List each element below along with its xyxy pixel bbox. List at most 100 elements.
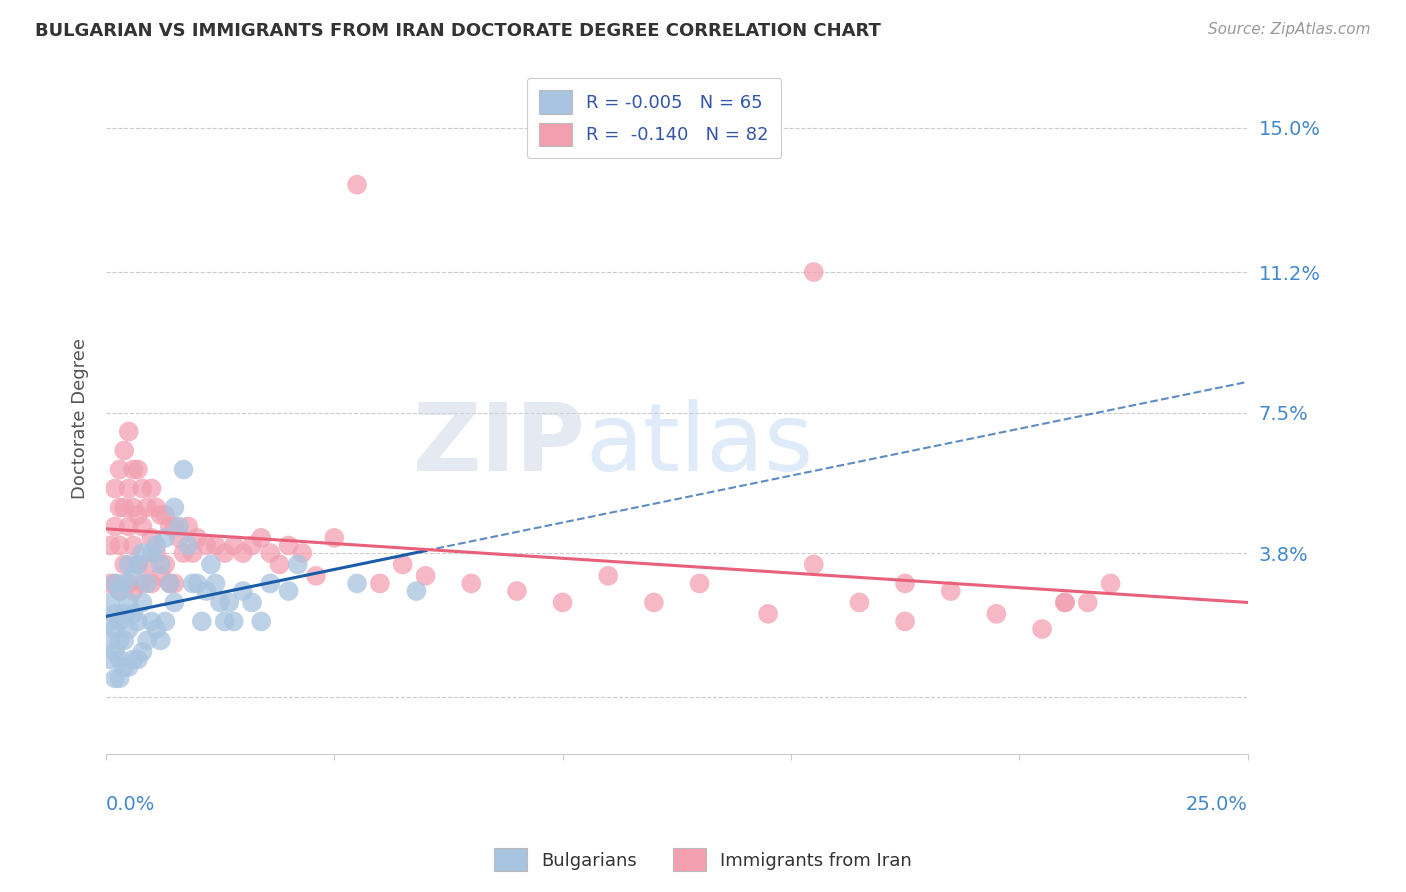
Point	[141, 546, 163, 560]
Point	[131, 645, 153, 659]
Point	[118, 595, 141, 609]
Point	[141, 482, 163, 496]
Point	[145, 539, 167, 553]
Text: 25.0%: 25.0%	[1185, 795, 1247, 814]
Point	[894, 576, 917, 591]
Point	[108, 500, 131, 515]
Point	[112, 576, 135, 591]
Point	[112, 660, 135, 674]
Point	[1053, 595, 1076, 609]
Point	[100, 633, 122, 648]
Text: 0.0%: 0.0%	[105, 795, 155, 814]
Point	[195, 539, 218, 553]
Point	[100, 595, 122, 609]
Point	[756, 607, 779, 621]
Point	[145, 622, 167, 636]
Point	[127, 615, 149, 629]
Point	[131, 519, 153, 533]
Point	[112, 443, 135, 458]
Point	[1053, 595, 1076, 609]
Point	[155, 615, 177, 629]
Point	[1031, 622, 1053, 636]
Point	[250, 615, 273, 629]
Point	[291, 546, 314, 560]
Point	[136, 558, 159, 572]
Point	[112, 633, 135, 648]
Point	[986, 607, 1008, 621]
Point	[222, 615, 245, 629]
Point	[277, 539, 299, 553]
Point	[305, 569, 328, 583]
Point	[195, 584, 218, 599]
Y-axis label: Doctorate Degree: Doctorate Degree	[72, 338, 89, 499]
Point	[141, 615, 163, 629]
Point	[506, 584, 529, 599]
Point	[269, 558, 291, 572]
Text: ZIP: ZIP	[412, 399, 585, 491]
Point	[191, 615, 214, 629]
Point	[108, 539, 131, 553]
Point	[131, 576, 153, 591]
Point	[167, 531, 190, 545]
Point	[118, 576, 141, 591]
Point	[149, 508, 172, 522]
Point	[200, 558, 222, 572]
Point	[108, 633, 131, 648]
Point	[415, 569, 437, 583]
Legend: R = -0.005   N = 65, R =  -0.140   N = 82: R = -0.005 N = 65, R = -0.140 N = 82	[527, 78, 782, 159]
Point	[250, 531, 273, 545]
Point	[149, 633, 172, 648]
Point	[112, 607, 135, 621]
Point	[214, 615, 236, 629]
Point	[104, 576, 127, 591]
Point	[222, 539, 245, 553]
Legend: Bulgarians, Immigrants from Iran: Bulgarians, Immigrants from Iran	[486, 841, 920, 879]
Point	[460, 576, 482, 591]
Point	[122, 652, 145, 666]
Point	[145, 546, 167, 560]
Point	[104, 519, 127, 533]
Point	[368, 576, 391, 591]
Text: Source: ZipAtlas.com: Source: ZipAtlas.com	[1208, 22, 1371, 37]
Point	[803, 265, 825, 279]
Point	[259, 576, 281, 591]
Point	[108, 584, 131, 599]
Point	[118, 519, 141, 533]
Point	[186, 576, 208, 591]
Point	[163, 595, 186, 609]
Point	[136, 633, 159, 648]
Point	[159, 576, 181, 591]
Point	[118, 425, 141, 439]
Point	[112, 558, 135, 572]
Point	[240, 539, 263, 553]
Point	[894, 615, 917, 629]
Point	[204, 576, 226, 591]
Point	[1077, 595, 1099, 609]
Point	[186, 531, 208, 545]
Point	[173, 462, 195, 476]
Point	[214, 546, 236, 560]
Point	[149, 558, 172, 572]
Point	[163, 500, 186, 515]
Point	[232, 546, 254, 560]
Point	[232, 584, 254, 599]
Point	[104, 622, 127, 636]
Point	[118, 660, 141, 674]
Point	[100, 615, 122, 629]
Point	[136, 576, 159, 591]
Point	[177, 519, 200, 533]
Point	[108, 672, 131, 686]
Point	[118, 558, 141, 572]
Point	[346, 576, 368, 591]
Point	[108, 584, 131, 599]
Point	[259, 546, 281, 560]
Point	[181, 546, 204, 560]
Point	[173, 546, 195, 560]
Point	[181, 576, 204, 591]
Point	[127, 558, 149, 572]
Point	[159, 519, 181, 533]
Point	[159, 576, 181, 591]
Point	[323, 531, 346, 545]
Point	[149, 569, 172, 583]
Point	[145, 500, 167, 515]
